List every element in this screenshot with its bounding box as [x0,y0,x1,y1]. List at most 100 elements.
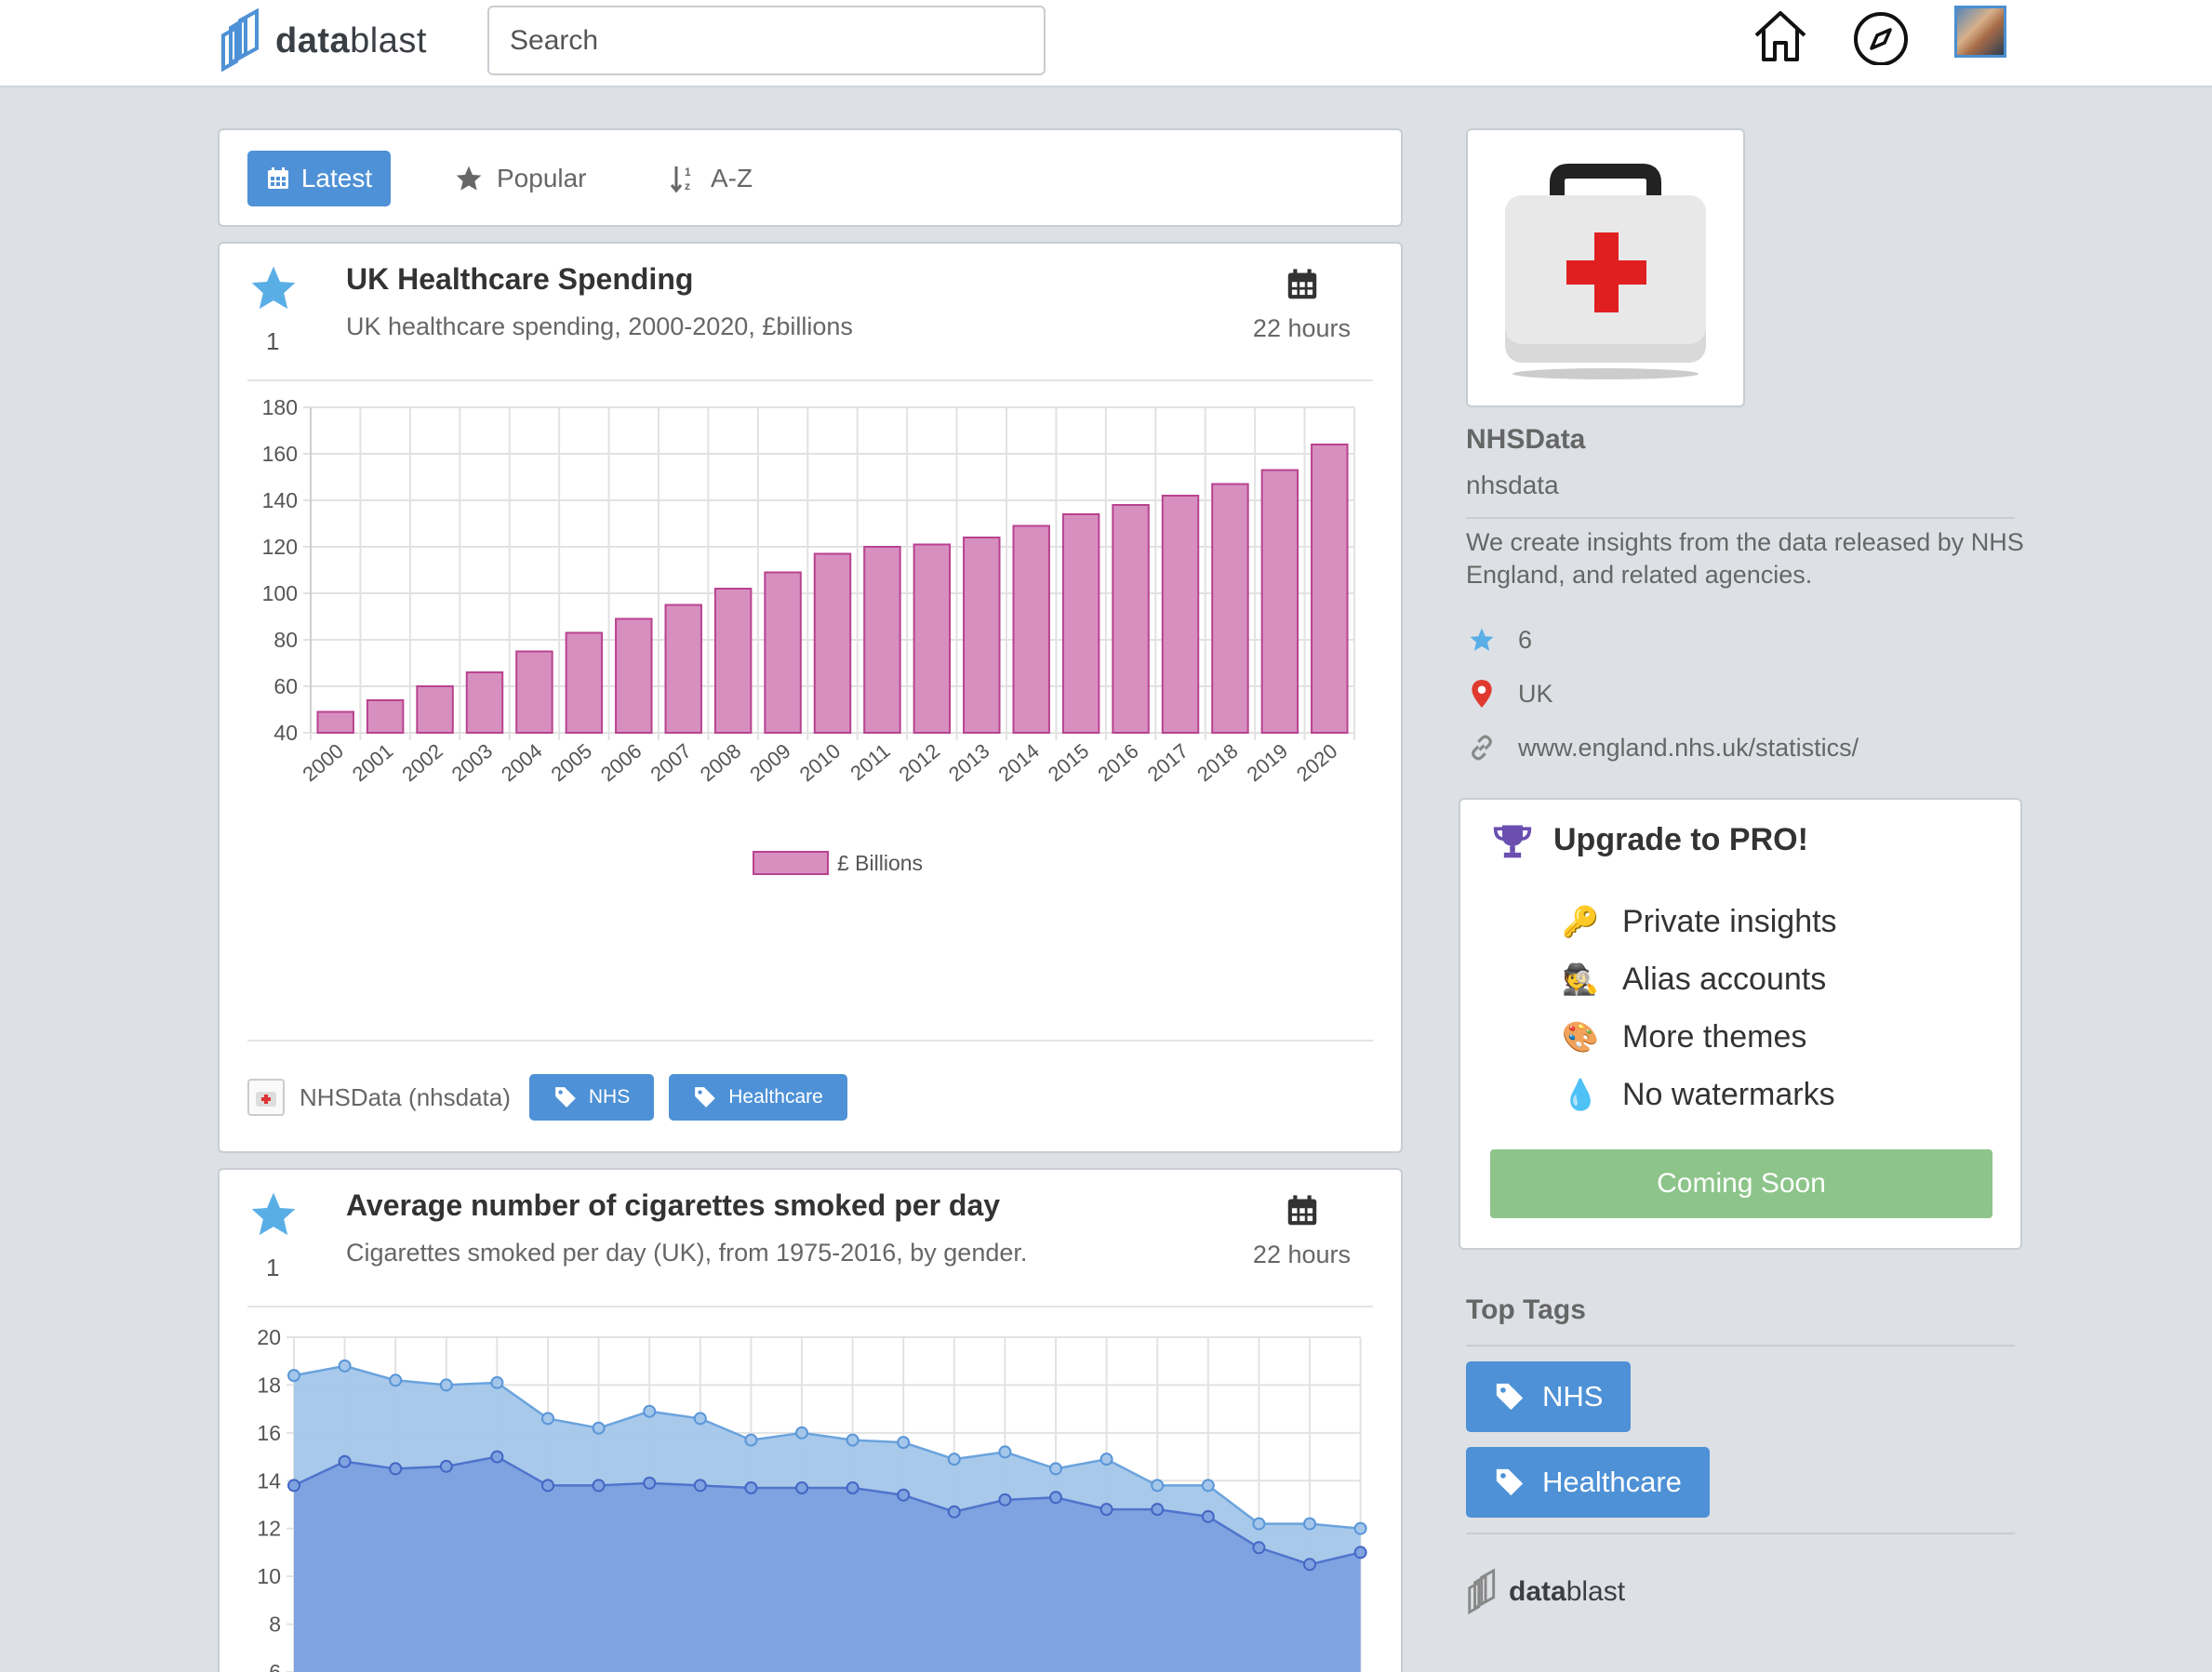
data-point[interactable] [338,1454,352,1468]
bar[interactable] [1211,483,1249,734]
data-point[interactable] [795,1426,808,1440]
data-point[interactable] [1151,1479,1165,1493]
data-point[interactable] [846,1433,859,1447]
tag-icon [1496,1383,1524,1411]
data-point[interactable] [1353,1546,1367,1559]
bar[interactable] [366,699,405,734]
calendar-icon [267,167,288,189]
data-point[interactable] [1252,1541,1266,1555]
data-point[interactable] [744,1433,758,1447]
data-point[interactable] [439,1378,453,1392]
data-point[interactable] [1303,1517,1316,1531]
bar[interactable] [963,537,1001,734]
data-point[interactable] [1049,1462,1062,1476]
bar[interactable] [1012,524,1050,734]
data-point[interactable] [287,1479,300,1493]
latest-button[interactable]: Latest [247,151,391,206]
data-point[interactable] [998,1493,1012,1506]
insight-title[interactable]: UK Healthcare Spending [346,262,694,296]
insight-description: UK healthcare spending, 2000-2020, £bill… [346,312,853,340]
user-avatar[interactable] [1954,6,2006,58]
data-point[interactable] [541,1479,554,1493]
owner-name[interactable]: NHSData (nhsdata) [300,1082,511,1111]
home-icon[interactable] [1751,6,1810,65]
datablast-logo[interactable]: datablast [216,4,427,78]
tag-nhs[interactable]: NHS [528,1074,655,1121]
data-point[interactable] [693,1412,707,1426]
data-point[interactable] [1252,1517,1266,1531]
bar[interactable] [316,710,354,734]
data-point[interactable] [338,1359,352,1373]
footer-logo-text: datablast [1509,1576,1626,1607]
bar[interactable] [465,671,504,734]
bar[interactable] [863,546,901,734]
data-point[interactable] [541,1412,554,1426]
favorite-star-icon[interactable] [247,1188,300,1241]
data-point[interactable] [795,1481,808,1494]
tag-label: Healthcare [728,1086,823,1108]
data-point[interactable] [1099,1503,1113,1517]
data-point[interactable] [846,1481,859,1494]
area-series[interactable] [294,1456,1361,1672]
bar[interactable] [1161,495,1200,734]
data-point[interactable] [998,1445,1012,1459]
coming-soon-button[interactable]: Coming Soon [1490,1149,1992,1218]
legend-label[interactable]: £ Billions [837,851,923,875]
owner-logo[interactable] [247,1079,285,1116]
compass-icon[interactable] [1851,6,1911,65]
bar[interactable] [1311,444,1349,734]
top-tag-healthcare[interactable]: Healthcare [1466,1447,1710,1518]
data-point[interactable] [1201,1509,1215,1523]
data-point[interactable] [643,1476,657,1490]
data-point[interactable] [287,1369,300,1383]
data-point[interactable] [897,1488,911,1502]
bar[interactable] [515,650,553,734]
tag-healthcare[interactable]: Healthcare [669,1074,847,1121]
popular-button[interactable]: Popular [454,151,587,206]
bar[interactable] [913,543,952,734]
data-point[interactable] [389,1373,403,1387]
bar[interactable] [1061,513,1100,734]
data-point[interactable] [947,1453,961,1466]
bar[interactable] [664,604,702,734]
bar[interactable] [1260,469,1299,734]
a-z-button[interactable]: 1 z A-Z [670,151,753,206]
bar[interactable] [416,685,454,734]
data-point[interactable] [490,1450,504,1464]
data-point[interactable] [490,1375,504,1389]
profile-image[interactable] [1466,128,1745,407]
data-point[interactable] [947,1505,961,1519]
legend-swatch[interactable] [753,851,829,875]
data-point[interactable] [1151,1503,1165,1517]
data-point[interactable] [439,1459,453,1473]
data-point[interactable] [1303,1558,1316,1572]
profile-name[interactable]: NHSData [1466,424,1586,455]
favorite-star-icon[interactable] [247,262,300,314]
data-point[interactable] [643,1404,657,1418]
bar[interactable] [615,617,653,734]
data-point[interactable] [1099,1453,1113,1466]
profile-website[interactable]: www.england.nhs.uk/statistics/ [1466,729,1859,766]
data-point[interactable] [1353,1521,1367,1535]
bar[interactable] [713,588,753,734]
bar[interactable] [1112,504,1150,734]
profile-stars-count: 6 [1518,625,1533,654]
star-count: 1 [266,327,280,355]
data-point[interactable] [592,1479,606,1493]
bar[interactable] [565,631,604,734]
data-point[interactable] [1201,1479,1215,1493]
bar[interactable] [764,571,802,734]
data-point[interactable] [693,1479,707,1493]
y-tick-label: 8 [269,1612,281,1637]
insight-title[interactable]: Average number of cigarettes smoked per … [346,1188,1001,1222]
data-point[interactable] [592,1421,606,1435]
data-point[interactable] [744,1481,758,1494]
data-point[interactable] [1049,1491,1062,1505]
top-tag-nhs[interactable]: NHS [1466,1361,1632,1432]
profile-website-link[interactable]: www.england.nhs.uk/statistics/ [1518,733,1859,762]
footer-logo[interactable]: datablast [1464,1568,1625,1616]
data-point[interactable] [389,1462,403,1476]
bar[interactable] [813,552,852,734]
search-input[interactable] [487,6,1046,75]
data-point[interactable] [897,1436,911,1450]
